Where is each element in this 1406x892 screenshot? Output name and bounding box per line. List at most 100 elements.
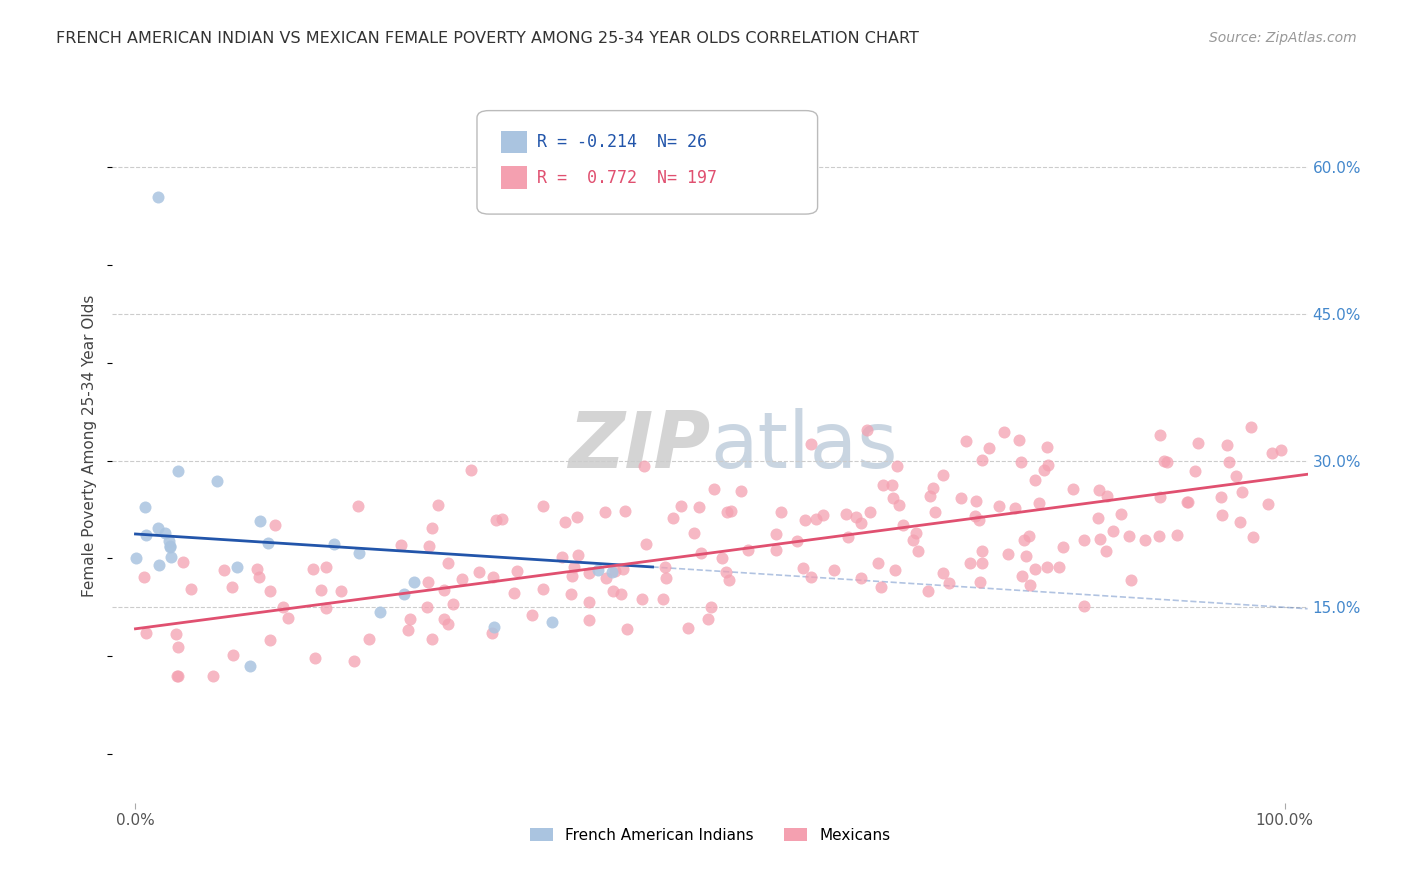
- Point: [565, 510, 588, 524]
- Point: [834, 507, 856, 521]
- Point: [207, 474, 229, 488]
- Point: [602, 584, 624, 599]
- Point: [1230, 485, 1253, 500]
- Point: [433, 612, 456, 626]
- Point: [212, 563, 235, 577]
- Point: [420, 521, 443, 535]
- Point: [932, 467, 955, 482]
- Point: [1109, 507, 1132, 521]
- Point: [1011, 569, 1033, 583]
- Point: [259, 632, 281, 647]
- Point: [887, 498, 910, 512]
- Point: [418, 539, 440, 553]
- Point: [1149, 529, 1171, 543]
- Point: [166, 669, 188, 683]
- Point: [1187, 436, 1209, 450]
- Point: [247, 570, 270, 584]
- Point: [482, 570, 505, 584]
- Point: [793, 513, 815, 527]
- Point: [460, 463, 482, 477]
- FancyBboxPatch shape: [477, 111, 818, 214]
- Point: [1133, 533, 1156, 548]
- Point: [347, 546, 370, 560]
- Point: [917, 584, 939, 599]
- Point: [1175, 494, 1198, 508]
- Point: [1218, 455, 1240, 469]
- Point: [222, 648, 245, 662]
- Point: [901, 533, 924, 547]
- Point: [965, 494, 987, 508]
- Point: [1270, 443, 1292, 458]
- Point: [399, 612, 422, 626]
- Text: atlas: atlas: [710, 408, 897, 484]
- Point: [631, 592, 654, 607]
- Point: [1088, 532, 1111, 546]
- Point: [433, 582, 456, 597]
- Point: [613, 504, 636, 518]
- Point: [786, 533, 808, 548]
- Point: [1211, 508, 1233, 522]
- Point: [148, 558, 170, 572]
- Point: [420, 632, 443, 646]
- Point: [972, 544, 994, 558]
- Point: [1036, 560, 1059, 574]
- Point: [437, 556, 460, 570]
- Point: [654, 559, 676, 574]
- Point: [554, 515, 576, 529]
- Point: [1036, 440, 1059, 454]
- Y-axis label: Female Poverty Among 25-34 Year Olds: Female Poverty Among 25-34 Year Olds: [82, 295, 97, 597]
- Point: [605, 564, 627, 578]
- Point: [368, 605, 391, 619]
- Point: [416, 600, 439, 615]
- Point: [711, 550, 734, 565]
- Point: [322, 536, 344, 550]
- Point: [246, 562, 269, 576]
- FancyBboxPatch shape: [501, 166, 527, 189]
- Point: [1088, 483, 1111, 497]
- Point: [683, 526, 706, 541]
- Point: [1047, 560, 1070, 574]
- Point: [165, 627, 187, 641]
- Point: [1225, 469, 1247, 483]
- Point: [1052, 541, 1074, 555]
- Point: [970, 452, 993, 467]
- Point: [1184, 465, 1206, 479]
- Point: [506, 564, 529, 578]
- Point: [1033, 462, 1056, 476]
- Point: [1019, 578, 1042, 592]
- Point: [652, 592, 675, 607]
- Point: [441, 597, 464, 611]
- Point: [226, 560, 249, 574]
- Point: [1240, 419, 1263, 434]
- Point: [938, 575, 960, 590]
- Point: [1209, 490, 1232, 504]
- Point: [1153, 454, 1175, 468]
- Point: [427, 498, 450, 512]
- Point: [239, 659, 262, 673]
- Point: [502, 586, 524, 600]
- Point: [135, 528, 157, 542]
- Point: [1119, 573, 1142, 587]
- Point: [799, 570, 821, 584]
- Point: [1028, 496, 1050, 510]
- Point: [849, 516, 872, 531]
- Point: [612, 562, 634, 576]
- Point: [1118, 529, 1140, 543]
- Point: [1241, 530, 1264, 544]
- Point: [309, 583, 332, 598]
- Point: [1004, 501, 1026, 516]
- Point: [1149, 490, 1171, 504]
- Point: [845, 509, 868, 524]
- Point: [1038, 458, 1060, 472]
- Point: [769, 504, 792, 518]
- Point: [905, 526, 928, 541]
- Point: [765, 527, 787, 541]
- Point: [959, 557, 981, 571]
- Point: [302, 562, 325, 576]
- Point: [595, 571, 617, 585]
- Point: [811, 508, 834, 522]
- Point: [578, 613, 600, 627]
- Point: [450, 572, 472, 586]
- Point: [676, 621, 699, 635]
- Point: [1024, 473, 1046, 487]
